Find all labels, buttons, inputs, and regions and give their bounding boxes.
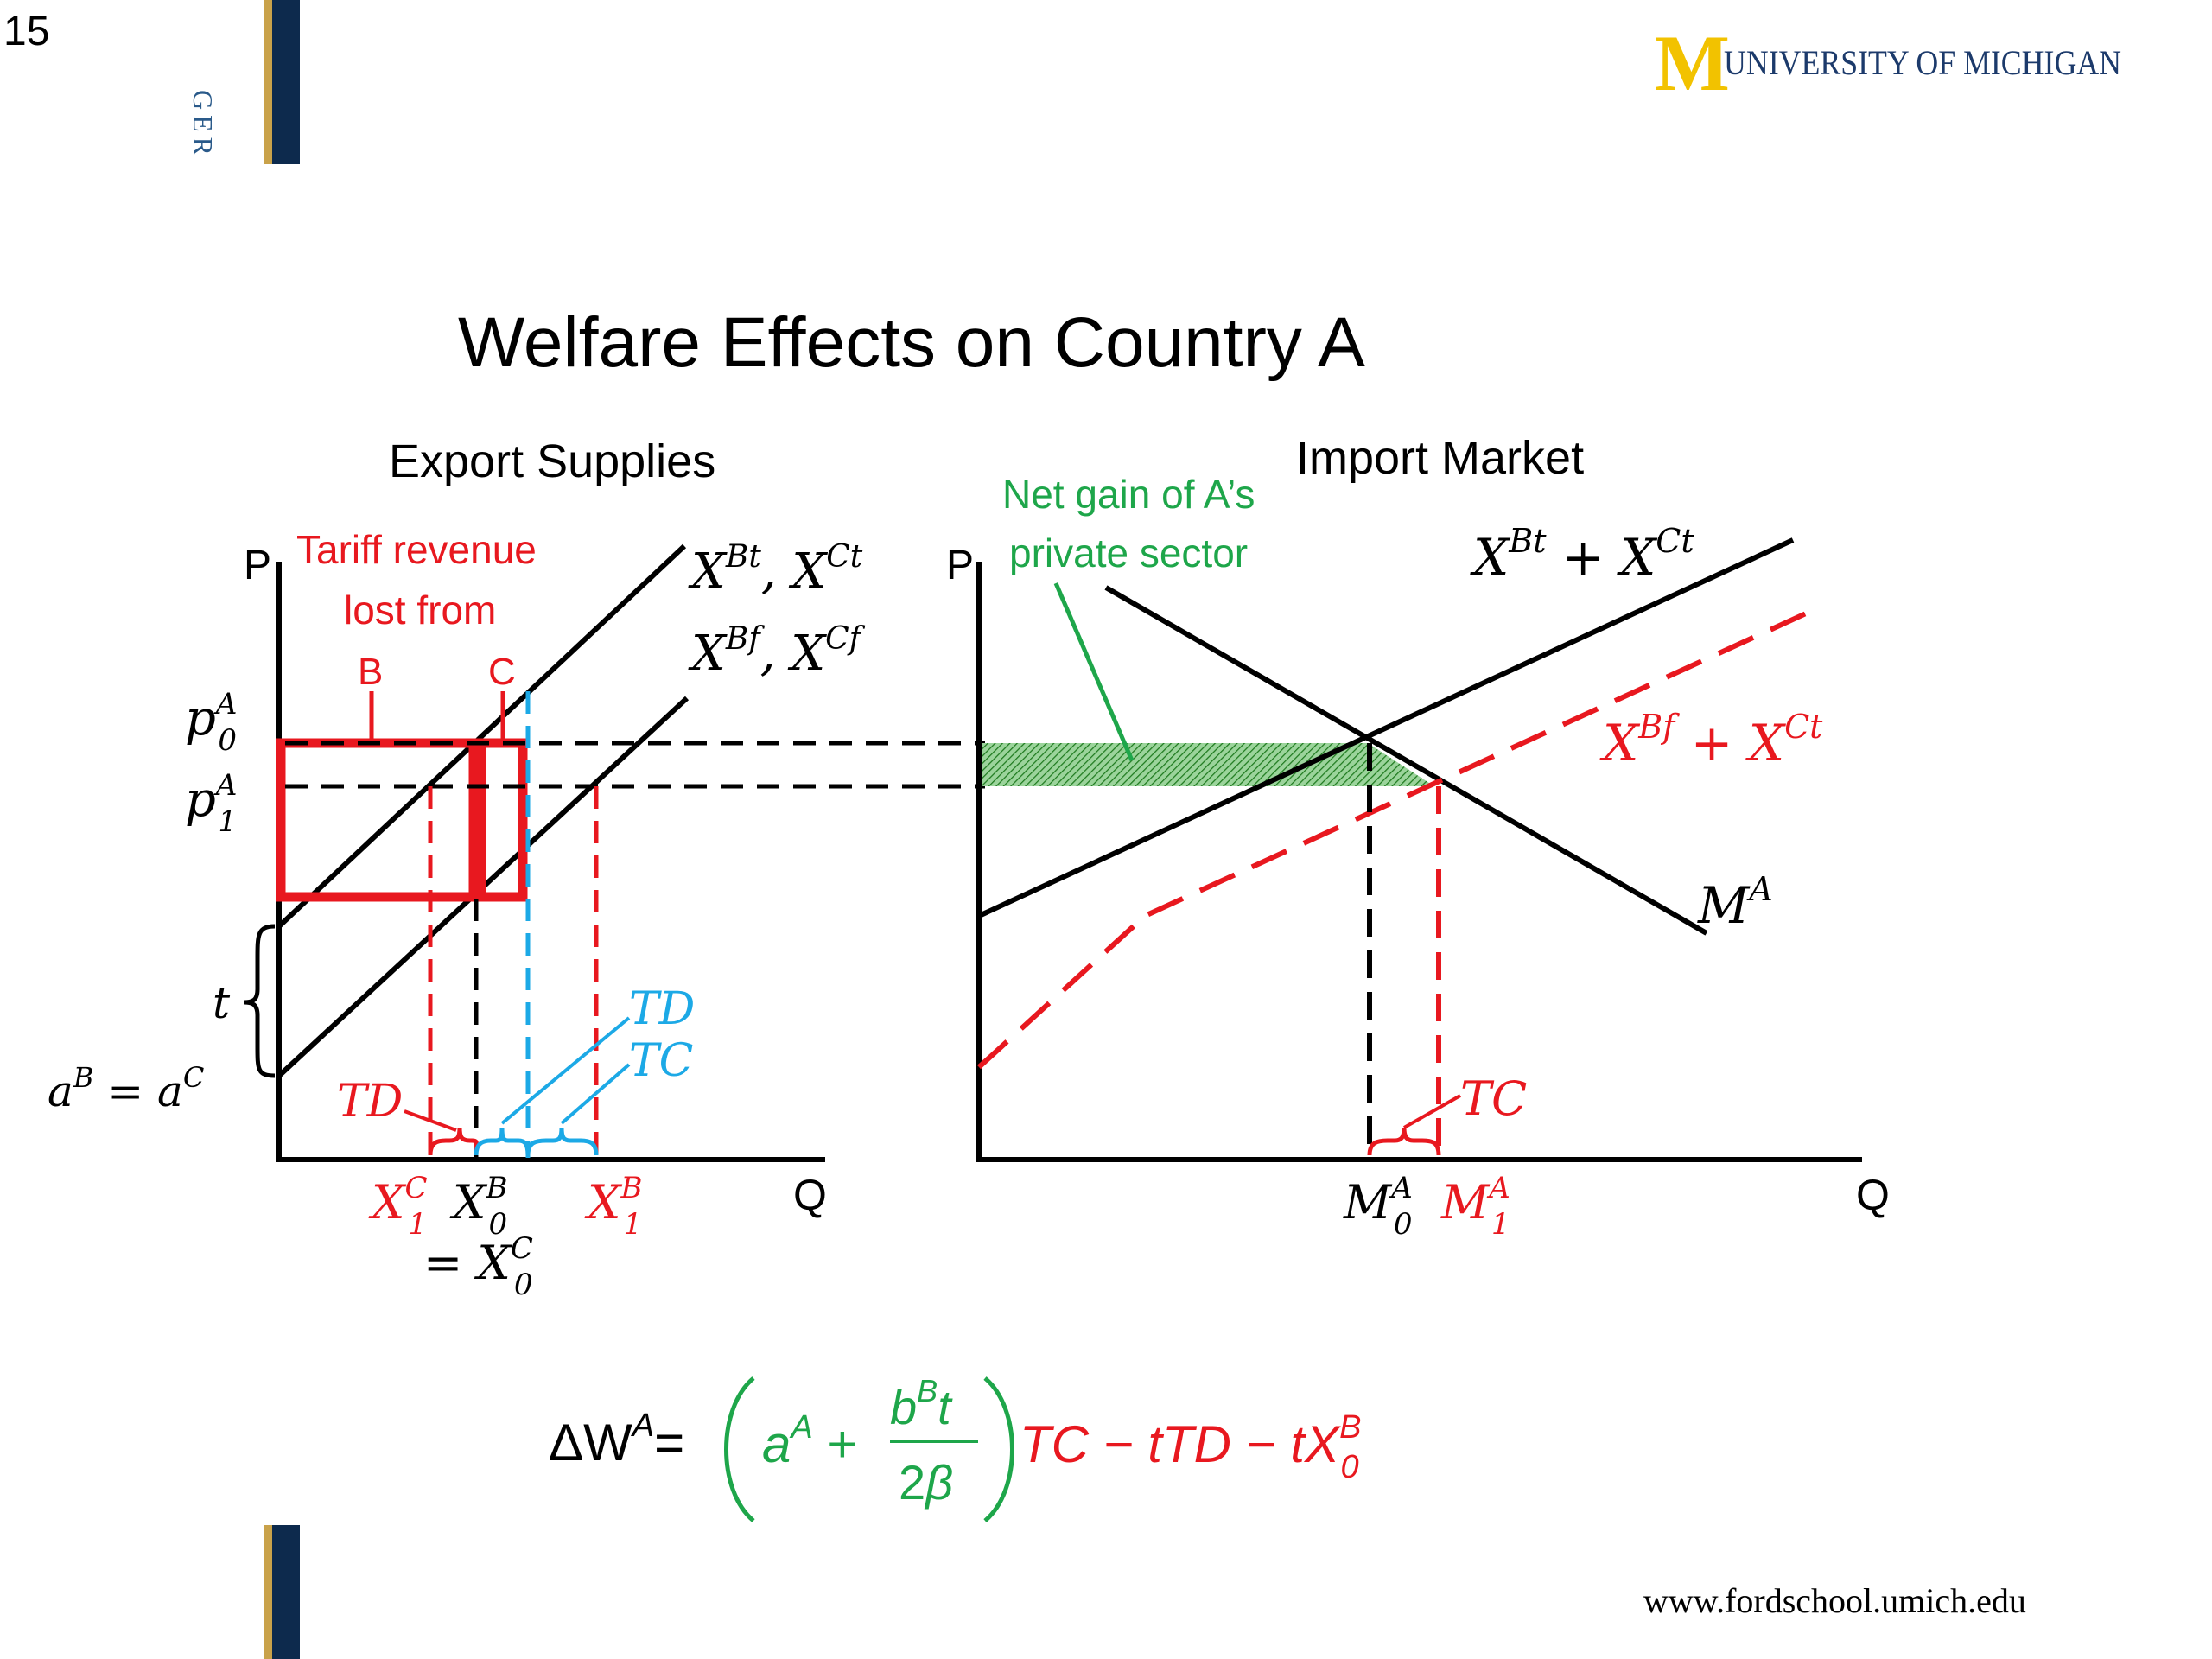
demand-label: MA [1697, 870, 1773, 935]
m0-label: MA 0 [1343, 1171, 1413, 1242]
intercept-label: aB = aC [48, 1061, 204, 1116]
x1b-label: XB 1 [584, 1171, 642, 1242]
logo-block-m: M [1655, 19, 1730, 107]
box-c-label: C [488, 651, 516, 693]
tariff-box-b [276, 738, 479, 902]
tariff-box-c [476, 738, 528, 902]
supply-line-tariff [276, 543, 687, 929]
t-brace [243, 924, 276, 1078]
net-gain-pointer [1053, 582, 1135, 761]
tariff-label-line2: lost from [344, 588, 496, 632]
left-q-axis-label: Q [793, 1171, 827, 1219]
side-label: GER [188, 90, 219, 161]
supply-tariff-sum-label: XBt + XCt [1470, 522, 1694, 587]
p0-label: pA 0 [185, 687, 237, 758]
formula-aa: aA + [762, 1409, 857, 1473]
t-label: t [213, 978, 231, 1028]
page-title: Welfare Effects on Country A [458, 303, 1365, 382]
td-blue-pointer [500, 1016, 631, 1125]
formula-numerator: bBt [890, 1373, 953, 1434]
right-heading: Import Market [1296, 432, 1584, 484]
side-bar-top-navy [272, 0, 300, 164]
x0c-label: = XC 0 [423, 1231, 533, 1302]
side-bar-bottom-gold [264, 1525, 272, 1659]
right-p-axis-label: P [946, 543, 974, 588]
tc-blue-brace [525, 1127, 599, 1156]
left-p-axis-label: P [244, 543, 271, 588]
td-red-label: TD [337, 1076, 403, 1128]
x1c-label: XC 1 [368, 1171, 427, 1242]
tc-blue-pointer [560, 1063, 631, 1125]
net-gain-label-line2: private sector [1009, 531, 1248, 575]
supply-tariff-line [977, 537, 1795, 918]
side-bar-top-gold [264, 0, 272, 164]
td-blue-brace [474, 1127, 531, 1156]
formula-paren-close [983, 1376, 1014, 1522]
side-bar-bottom-navy [272, 1525, 300, 1659]
formula-lhs: ΔWA= [549, 1408, 684, 1471]
logo-wordmark: UNIVERSITY OF MICHIGAN [1724, 43, 2121, 82]
left-panel: P Q B C Tariff revenue lost from t aB = … [48, 527, 985, 1302]
box-b-label: B [358, 651, 383, 693]
supply-tariff-label: XBt, XCt [688, 539, 863, 600]
demand-line [1104, 585, 1708, 936]
td-red-pointer [404, 1109, 457, 1132]
right-panel: P Q TC Net gain of A’s private sector XB… [946, 472, 1890, 1242]
td-red-brace [428, 1127, 480, 1156]
supply-free-line [976, 611, 1808, 1070]
footer-url: www.fordschool.umich.edu [1643, 1581, 2026, 1620]
slide-number: 15 [3, 9, 49, 54]
formula-red-terms: TC − tTD − tXB 0 [1020, 1409, 1361, 1485]
td-blue-label: TD [629, 983, 695, 1035]
supply-free-label: XBf, XCf [688, 621, 866, 682]
university-logo: M UNIVERSITY OF MICHIGAN [1655, 19, 2121, 107]
welfare-formula: ΔWA= aA + bBt 2β TC − tTD − tXB 0 [549, 1373, 1361, 1522]
net-gain-area [979, 743, 1434, 786]
supply-free-sum-label: XBf + XCt [1599, 708, 1823, 772]
p1-label: pA 1 [185, 768, 237, 839]
right-q-axis-label: Q [1856, 1171, 1890, 1219]
tc-red-pointer [1403, 1094, 1461, 1129]
tc-red-brace [1367, 1127, 1441, 1156]
tc-red-label: TC [1460, 1071, 1527, 1126]
tariff-label-line1: Tariff revenue [296, 527, 537, 572]
formula-paren-open [724, 1376, 755, 1522]
x0b-label: XB 0 [449, 1171, 507, 1242]
net-gain-label-line1: Net gain of A’s [1002, 472, 1255, 517]
m1-label: MA 1 [1440, 1171, 1510, 1242]
formula-denominator: 2β [899, 1455, 953, 1510]
tc-blue-label: TC [629, 1035, 693, 1087]
left-heading: Export Supplies [389, 435, 715, 487]
